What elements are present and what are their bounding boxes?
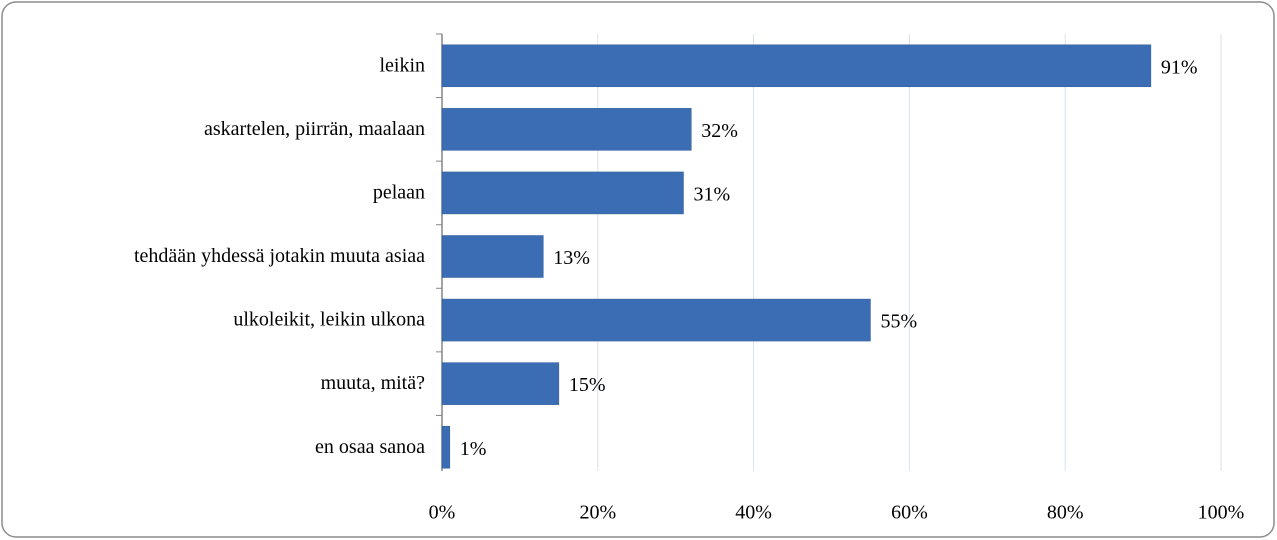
x-tick-label: 60% [891, 502, 928, 524]
x-tick-label: 80% [1047, 502, 1084, 524]
y-tick-label: ulkoleikit, leikin ulkona [233, 309, 425, 331]
bar [441, 235, 544, 278]
data-label: 91% [1161, 56, 1198, 78]
bar [441, 362, 560, 405]
bar [441, 44, 1152, 88]
data-label: 13% [553, 247, 590, 269]
bar [441, 171, 684, 215]
bar [441, 425, 451, 469]
data-label: 32% [701, 120, 738, 142]
bar [441, 298, 871, 342]
bar [441, 108, 692, 151]
y-tick-label: en osaa sanoa [315, 436, 425, 458]
x-tick-label: 40% [735, 502, 772, 524]
y-tick-label: leikin [379, 54, 425, 76]
y-tick-label: pelaan [373, 182, 425, 204]
y-tick-label: muuta, mitä? [321, 372, 426, 394]
data-label: 1% [460, 438, 487, 460]
y-tick-label: tehdään yhdessä jotakin muuta asiaa [134, 245, 425, 267]
data-label: 31% [693, 184, 730, 206]
y-tick-label: askartelen, piirrän, maalaan [204, 118, 425, 140]
data-label: 55% [880, 311, 917, 333]
x-tick-label: 20% [579, 502, 616, 524]
data-label: 15% [569, 374, 606, 396]
x-tick-label: 0% [429, 502, 456, 524]
x-tick-label: 100% [1198, 502, 1245, 524]
